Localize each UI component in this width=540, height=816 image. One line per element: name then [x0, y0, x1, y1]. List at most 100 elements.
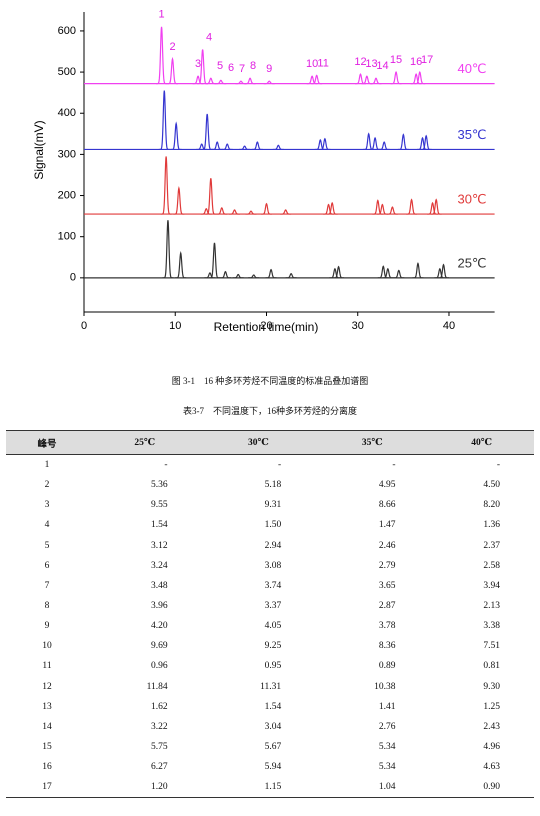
peak-label: 11	[317, 57, 328, 69]
header-cell: 35℃	[315, 430, 430, 455]
table-cell: 4	[44, 520, 50, 531]
y-tick-label: 600	[58, 25, 76, 37]
peak	[192, 75, 204, 85]
y-tick-label: 500	[58, 66, 76, 78]
peak-label: 6	[228, 62, 234, 74]
peak	[393, 269, 405, 279]
peak	[306, 75, 318, 85]
table-cell: 9.55	[150, 500, 168, 511]
table-cell: 2.87	[378, 601, 396, 612]
table-cell: 0.95	[264, 661, 282, 672]
peak	[215, 79, 227, 85]
table-cell: 6.27	[150, 762, 168, 773]
table-cell: 9.25	[264, 641, 282, 652]
peak	[216, 207, 228, 215]
peak	[162, 220, 174, 279]
table-cell: 3.65	[378, 580, 396, 591]
peak	[160, 156, 172, 215]
table-cell: 11.31	[260, 681, 282, 692]
table-cell: 3.48	[150, 580, 168, 591]
table-cell: 2.37	[483, 540, 500, 551]
peak	[205, 178, 217, 215]
table-cell: 12	[42, 681, 52, 692]
table-cell: 3.74	[264, 580, 282, 591]
peak-label: 15	[390, 54, 402, 66]
table-cell: 7	[44, 580, 50, 591]
table-cell: 5.94	[264, 762, 282, 773]
table-cell: -	[392, 460, 396, 471]
table-cell: 15	[42, 742, 52, 753]
table-cell: 1.50	[264, 520, 282, 531]
series-label: 30℃	[457, 191, 486, 206]
peak	[229, 209, 241, 215]
peak-label: 13	[365, 58, 377, 70]
table-cell: 5.34	[378, 762, 396, 773]
table-row: 4 1.54 1.50 1.47 1.36	[6, 515, 534, 535]
x-tick-label: 20	[260, 320, 272, 332]
peak	[170, 121, 182, 151]
table-cell: 9	[44, 621, 50, 632]
peak	[265, 268, 277, 279]
table-cell: 6	[44, 560, 50, 571]
peak	[285, 273, 297, 279]
table-cell: 14	[42, 721, 52, 732]
peak-label: 9	[266, 63, 272, 75]
peak	[414, 70, 426, 85]
peak	[417, 136, 428, 151]
peak	[175, 251, 187, 279]
table-row: 1 - - - -	[6, 455, 534, 476]
table-cell: -	[496, 460, 500, 471]
peak	[438, 263, 449, 279]
figure-caption: 图 3-1 16 种多环芳烃不同温度的标准品叠加谱图	[171, 376, 369, 386]
table-cell: -	[164, 460, 168, 471]
table-cell: 2.79	[378, 560, 396, 571]
peak	[204, 272, 216, 279]
peak-label: 14	[376, 60, 388, 72]
table-cell: 3.38	[483, 621, 500, 632]
peak	[370, 77, 382, 85]
table-cell: 10	[42, 641, 52, 652]
x-tick-label: 30	[352, 320, 364, 332]
table-row: 7 3.48 3.74 3.65 3.94	[6, 576, 534, 596]
table-cell: 7.51	[483, 641, 500, 652]
table-cell: 1.47	[378, 520, 396, 531]
peak	[221, 143, 233, 151]
table-cell: 3.24	[150, 560, 168, 571]
peak	[173, 185, 185, 215]
peak-label: 2	[169, 41, 175, 53]
peak	[272, 144, 284, 151]
header-cell: 25℃	[88, 430, 202, 455]
table-cell: 0.90	[429, 777, 534, 799]
peak-label: 7	[239, 63, 245, 75]
table-row: 2 5.36 5.18 4.95 4.50	[6, 475, 534, 495]
peak	[410, 73, 422, 85]
peak-label: 10	[306, 58, 318, 70]
table-cell: 4.50	[483, 480, 500, 491]
peak	[323, 203, 335, 215]
table-cell: 4.63	[483, 762, 500, 773]
y-tick-label: 400	[58, 107, 76, 119]
peak	[382, 267, 394, 279]
table-row: 12 11.84 11.31 10.38 9.30	[6, 677, 534, 697]
peak	[326, 201, 338, 215]
peak	[427, 201, 439, 215]
peak	[248, 274, 260, 279]
table-row: 15 5.75 5.67 5.34 4.96	[6, 737, 534, 757]
table-row: 14 3.22 3.04 2.76 2.43	[6, 717, 534, 737]
table-cell: 5.34	[378, 742, 396, 753]
table-cell: 3.37	[264, 601, 282, 612]
table-row: 9 4.20 4.05 3.78 3.38	[6, 616, 534, 636]
peak-label: 3	[195, 58, 201, 70]
series-label: 35℃	[457, 127, 486, 142]
table-row: 16 6.27 5.94 5.34 4.63	[6, 757, 534, 777]
peak	[261, 202, 272, 215]
peak	[280, 209, 292, 215]
peak	[196, 143, 208, 151]
table-cell: 3.04	[264, 721, 282, 732]
peak	[314, 139, 326, 151]
table-cell: -	[278, 460, 282, 471]
table-row: 10 9.69 9.25 8.36 7.51	[6, 636, 534, 656]
table-cell: 5.18	[264, 480, 282, 491]
table-cell: 1.20	[88, 777, 202, 799]
series-label: 40℃	[457, 61, 486, 76]
